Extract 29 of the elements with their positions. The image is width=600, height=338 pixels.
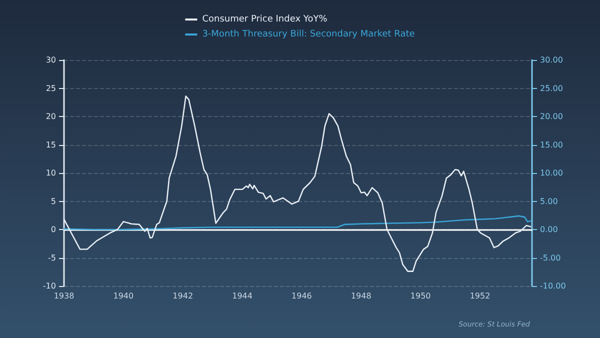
y2-tick-label: 20.00: [540, 112, 563, 121]
y2-tick-label: 0.00: [540, 225, 558, 234]
y-tick-label: 0: [50, 225, 56, 234]
x-tick-label: 1952: [470, 292, 490, 300]
y-tick-label: -10: [42, 282, 56, 290]
x-tick-label: 1948: [350, 292, 372, 300]
y2-tick-label: 25.00: [540, 84, 563, 93]
y2-tick-label: -5.00: [540, 253, 561, 262]
y2-tick-label: -10.00: [540, 282, 566, 290]
y2-tick-label: 5.00: [540, 196, 558, 206]
y2-tick-label: 30.00: [540, 56, 563, 64]
y-tick-label: 15: [46, 140, 56, 150]
x-tick-label: 1940: [113, 292, 134, 300]
x-tick-label: 1938: [54, 292, 74, 300]
y-tick-label: -5: [48, 253, 56, 262]
legend-label: Consumer Price Index YoY%: [202, 14, 328, 24]
y-tick-label: 10: [46, 168, 56, 178]
y-tick-label: 20: [46, 112, 56, 121]
y-tick-label: 5: [50, 196, 56, 206]
legend-label: 3-Month Threasury Bill: Secondary Market Rate: [202, 30, 416, 40]
y-tick-label: 30: [46, 56, 56, 64]
y2-tick-label: 15.00: [540, 140, 563, 150]
x-tick-label: 1944: [232, 292, 252, 300]
x-tick-label: 1950: [410, 292, 431, 300]
line-series: [63, 215, 532, 230]
x-tick-label: 1942: [172, 292, 194, 300]
x-tick-label: 1946: [292, 292, 312, 300]
y-tick-label: 25: [46, 84, 56, 93]
y2-tick-label: 10.00: [540, 168, 563, 178]
